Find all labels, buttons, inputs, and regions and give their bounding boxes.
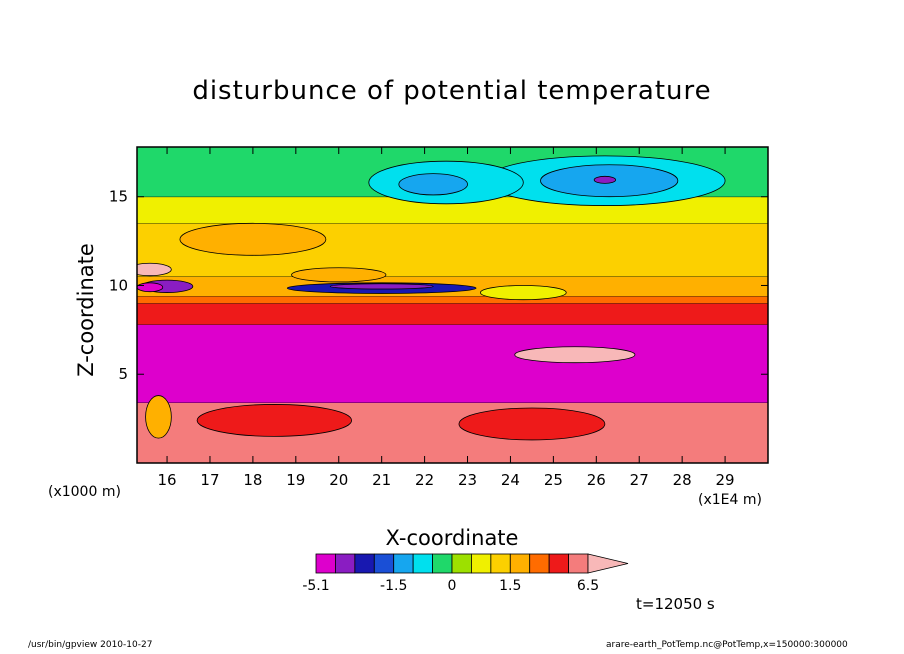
x-tick-label-24: 24 [501, 471, 520, 489]
colorbar-segment-1 [335, 553, 356, 574]
footer-left: /usr/bin/gpview 2010-10-27 [28, 640, 153, 650]
colorbar-label-0: -5.1 [302, 578, 329, 594]
contour-band-2 [137, 303, 768, 325]
x-tick-label-27: 27 [630, 471, 649, 489]
x-tick-label-28: 28 [673, 471, 692, 489]
contour-blob-11 [291, 267, 387, 283]
time-label: t=12050 s [636, 595, 715, 613]
contour-blob-4 [480, 285, 567, 301]
colorbar-label-1: -1.5 [380, 578, 407, 594]
plot-frame [136, 146, 769, 464]
colorbar-segment-7 [451, 553, 472, 574]
contour-band-1 [137, 324, 768, 403]
contour-blob-13 [196, 404, 353, 437]
colorbar-extend-arrow [587, 553, 629, 574]
colorbar-segment-2 [354, 553, 375, 574]
contour-blob-3 [137, 282, 164, 293]
contour-blob-12 [514, 346, 636, 364]
x-axis-label: X-coordinate [385, 526, 519, 550]
x-tick-label-25: 25 [544, 471, 563, 489]
axis-ticks: 16 17 18 19 20 21 22 23 24 25 26 27 28 29 5 10 15 [109, 147, 768, 489]
colorbar-segment-11 [529, 553, 550, 574]
colorbar-segment-3 [373, 553, 395, 574]
colorbar-segment-6 [432, 553, 453, 574]
contour-band-3 [137, 296, 768, 304]
x-tick-label-19: 19 [286, 471, 305, 489]
colorbar-segment-0 [315, 553, 336, 574]
x-axis-unit: (x1E4 m) [698, 492, 762, 508]
y-axis-unit: (x1000 m) [48, 484, 121, 500]
contour-blob-9 [398, 173, 468, 196]
x-tick-label-23: 23 [458, 471, 477, 489]
x-tick-label-17: 17 [200, 471, 219, 489]
contour-blob-1 [329, 283, 434, 290]
colorbar: -5.1 -1.5 0 1.5 6.5 [302, 553, 629, 594]
colorbar-segment-9 [490, 553, 511, 574]
x-tick-label-18: 18 [243, 471, 262, 489]
colorbar-segment-10 [509, 553, 531, 574]
colorbar-label-2: 0 [448, 578, 457, 594]
colorbar-segment-8 [471, 553, 492, 574]
colorbar-segment-13 [568, 553, 589, 574]
x-tick-label-16: 16 [158, 471, 177, 489]
y-tick-label-5: 5 [118, 365, 128, 383]
contour-blob-16 [137, 262, 172, 277]
x-tick-label-26: 26 [587, 471, 606, 489]
x-tick-label-20: 20 [329, 471, 348, 489]
colorbar-segment-5 [412, 553, 433, 574]
colorbar-segment-12 [548, 553, 569, 574]
colorbar-segment-4 [393, 553, 414, 574]
y-tick-label-10: 10 [109, 276, 128, 294]
x-tick-label-29: 29 [716, 471, 735, 489]
footer-right: arare-earth_PotTemp.nc@PotTemp,x=150000:… [606, 640, 848, 650]
chart-title: disturbunce of potential temperature [192, 76, 712, 106]
contour-blob-7 [593, 175, 617, 184]
x-tick-label-21: 21 [372, 471, 391, 489]
y-tick-label-15: 15 [109, 188, 128, 206]
colorbar-label-4: 6.5 [577, 578, 599, 594]
colorbar-label-3: 1.5 [499, 578, 521, 594]
x-tick-label-22: 22 [415, 471, 434, 489]
contour-blob-15 [145, 395, 172, 439]
contour-blob-14 [458, 407, 606, 441]
plot-area [137, 147, 768, 463]
contour-blob-10 [179, 222, 327, 256]
